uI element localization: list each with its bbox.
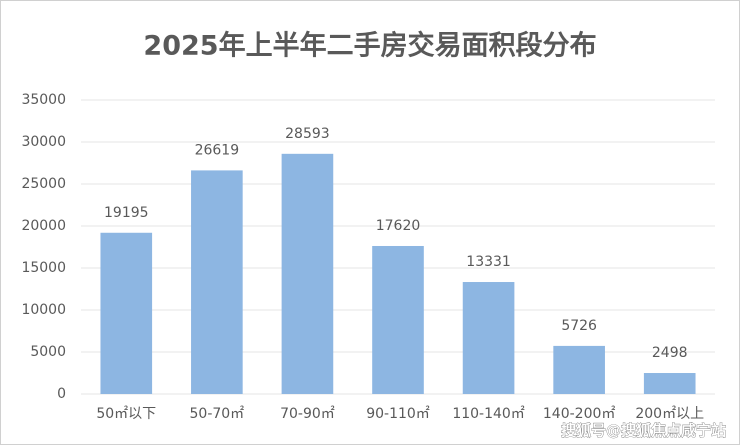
bar (643, 373, 696, 394)
plot-area: 0 5000 10000 15000 20000 25000 30000 35000 50㎡以下… (21, 92, 715, 422)
value-label: 5726 (561, 318, 597, 334)
bar (281, 153, 334, 394)
y-tick-label: 30000 (21, 134, 66, 150)
y-tick-label: 20000 (21, 218, 66, 234)
bar (462, 282, 515, 394)
bar (191, 170, 243, 394)
x-tick-label: 110-140㎡ (452, 406, 525, 422)
x-tick-label: 50-70㎡ (190, 406, 245, 422)
value-label: 26619 (195, 142, 240, 158)
bar (100, 232, 153, 394)
watermark: 搜狐号@搜狐焦点咸宁站 (561, 422, 726, 440)
x-tick-label: 90-110㎡ (366, 406, 430, 422)
value-label: 28593 (285, 126, 330, 142)
y-tick-label: 15000 (21, 260, 66, 276)
bar (372, 245, 424, 394)
bar (553, 345, 605, 394)
y-tick-label: 0 (57, 386, 66, 402)
x-tick-label: 200㎡以上 (635, 406, 704, 422)
chart-title: 2025年上半年二手房交易面积段分布 (143, 30, 596, 62)
x-tick-label: 50㎡以下 (96, 406, 156, 422)
x-tick-label: 140-200㎡ (543, 406, 616, 422)
x-tick-label: 70-90㎡ (280, 406, 335, 422)
value-label: 17620 (376, 218, 421, 234)
value-label: 2498 (652, 345, 688, 361)
value-label: 19195 (104, 205, 149, 221)
y-tick-label: 25000 (21, 176, 66, 192)
y-tick-label: 5000 (30, 344, 66, 360)
y-tick-label: 35000 (21, 92, 66, 108)
value-label: 13331 (466, 254, 511, 270)
y-tick-label: 10000 (21, 302, 66, 318)
